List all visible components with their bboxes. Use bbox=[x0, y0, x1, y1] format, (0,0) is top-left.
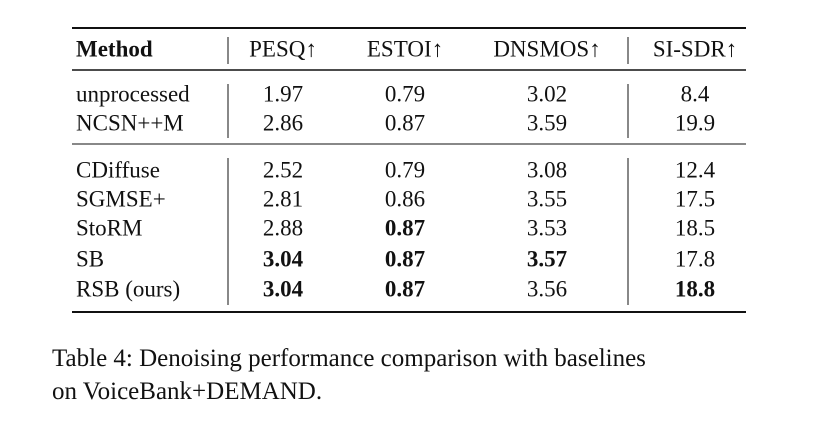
metric-cell: 0.79 bbox=[385, 81, 425, 106]
caption-line: on VoiceBank+DEMAND. bbox=[52, 378, 322, 405]
metric-cell: 2.88 bbox=[263, 215, 303, 240]
metric-cell: 2.86 bbox=[263, 110, 303, 135]
method-cell: CDiffuse bbox=[76, 157, 160, 182]
method-cell: RSB (ours) bbox=[76, 276, 180, 301]
metric-cell: 2.81 bbox=[263, 186, 303, 211]
metric-cell: 17.5 bbox=[675, 186, 715, 211]
method-cell: StoRM bbox=[76, 215, 142, 240]
metric-cell: 19.9 bbox=[675, 110, 715, 135]
metric-cell: 18.8 bbox=[675, 276, 715, 301]
metric-cell: 8.4 bbox=[681, 81, 710, 106]
metric-cell: 18.5 bbox=[675, 215, 715, 240]
header-cell: SI-SDR↑ bbox=[653, 36, 737, 61]
metric-cell: 3.08 bbox=[527, 157, 567, 182]
metric-cell: 17.8 bbox=[675, 246, 715, 271]
metric-cell: 0.87 bbox=[385, 215, 425, 240]
header-cell: PESQ↑ bbox=[249, 36, 317, 61]
metric-cell: 0.86 bbox=[385, 186, 425, 211]
metric-cell: 0.87 bbox=[385, 276, 425, 301]
method-cell: unprocessed bbox=[76, 81, 190, 106]
metric-cell: 2.52 bbox=[263, 157, 303, 182]
metric-cell: 3.57 bbox=[527, 246, 567, 271]
metric-cell: 3.56 bbox=[527, 276, 567, 301]
metric-cell: 0.79 bbox=[385, 157, 425, 182]
metric-cell: 3.02 bbox=[527, 81, 567, 106]
metric-cell: 3.04 bbox=[263, 276, 304, 301]
method-cell: SGMSE+ bbox=[76, 186, 166, 211]
method-cell: SB bbox=[76, 246, 104, 271]
header-cell: Method bbox=[76, 36, 153, 61]
metric-cell: 0.87 bbox=[385, 110, 425, 135]
metric-cell: 3.55 bbox=[527, 186, 567, 211]
metric-cell: 12.4 bbox=[675, 157, 716, 182]
metric-cell: 0.87 bbox=[385, 246, 425, 271]
column-separators bbox=[227, 37, 629, 305]
method-cell: NCSN++M bbox=[76, 110, 184, 135]
metric-cell: 3.59 bbox=[527, 110, 567, 135]
header-cell: DNSMOS↑ bbox=[493, 36, 600, 61]
metric-cell: 1.97 bbox=[263, 81, 303, 106]
metric-cell: 3.53 bbox=[527, 215, 567, 240]
metric-cell: 3.04 bbox=[263, 246, 304, 271]
caption-line: Table 4: Denoising performance compariso… bbox=[52, 345, 646, 372]
header-cell: ESTOI↑ bbox=[367, 36, 443, 61]
